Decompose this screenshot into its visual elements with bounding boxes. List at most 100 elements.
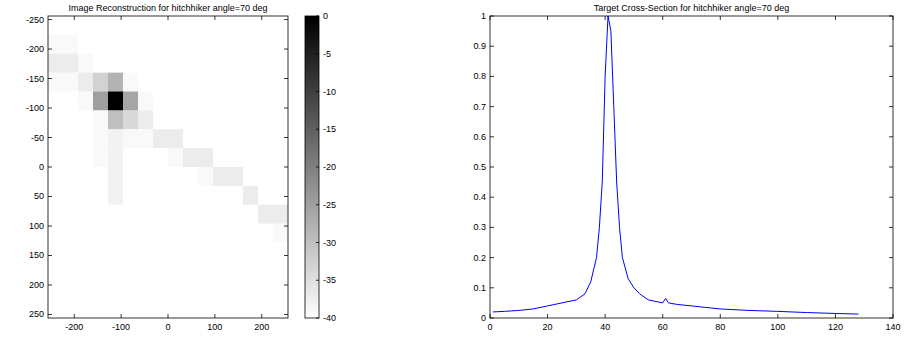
heat-cell xyxy=(243,261,258,280)
y-tick xyxy=(284,196,288,197)
y-tick xyxy=(490,287,494,288)
x-tick-label: 60 xyxy=(658,322,668,332)
heat-cell xyxy=(108,243,123,262)
y-tick-label: 200 xyxy=(29,280,44,290)
y-tick xyxy=(284,255,288,256)
heat-cell xyxy=(273,148,288,167)
line-series xyxy=(493,16,859,314)
heat-cell xyxy=(183,148,198,167)
heat-cell xyxy=(108,129,123,148)
heat-cell xyxy=(168,16,183,35)
heat-cell xyxy=(153,186,168,205)
x-tick xyxy=(121,16,122,20)
heat-cell xyxy=(153,299,168,318)
heat-cell xyxy=(168,73,183,92)
y-tick xyxy=(490,76,494,77)
heat-cell xyxy=(168,299,183,318)
x-tick xyxy=(777,314,778,318)
y-tick xyxy=(284,225,288,226)
colorbar-tick xyxy=(316,91,319,92)
heat-cell xyxy=(108,54,123,73)
heat-cell xyxy=(93,35,108,54)
colorbar-tick-label: -5 xyxy=(323,49,331,59)
heat-cell xyxy=(108,148,123,167)
y-tick xyxy=(889,106,893,107)
heat-cell xyxy=(258,35,273,54)
heat-cell xyxy=(273,243,288,262)
heat-cell xyxy=(183,35,198,54)
heat-cell xyxy=(138,224,153,243)
heat-cell xyxy=(198,73,213,92)
heat-cell xyxy=(78,92,93,111)
heat-cell xyxy=(78,54,93,73)
y-tick xyxy=(48,255,52,256)
y-tick xyxy=(48,284,52,285)
x-tick xyxy=(214,314,215,318)
heat-cell xyxy=(213,186,228,205)
colorbar-tick xyxy=(316,53,319,54)
heat-cell xyxy=(48,129,63,148)
heat-cell xyxy=(168,35,183,54)
y-tick xyxy=(48,49,52,50)
heat-cell xyxy=(243,205,258,224)
heat-cell xyxy=(258,129,273,148)
y-tick xyxy=(48,225,52,226)
y-tick xyxy=(48,108,52,109)
heat-cell xyxy=(273,224,288,243)
heat-cell xyxy=(273,92,288,111)
heat-cell xyxy=(168,110,183,129)
heat-cell xyxy=(258,148,273,167)
heat-cell xyxy=(198,54,213,73)
heat-cell xyxy=(48,92,63,111)
heat-cell xyxy=(153,129,168,148)
heat-cell xyxy=(108,16,123,35)
heat-cell xyxy=(228,224,243,243)
heat-cell xyxy=(153,92,168,111)
heat-cell xyxy=(138,54,153,73)
heat-cell xyxy=(213,243,228,262)
heat-cell xyxy=(93,261,108,280)
heat-cell xyxy=(198,299,213,318)
heat-cell xyxy=(228,16,243,35)
heat-cell xyxy=(258,110,273,129)
heat-cell xyxy=(108,205,123,224)
heat-cell xyxy=(63,280,78,299)
heat-cell xyxy=(228,54,243,73)
heat-cell xyxy=(78,73,93,92)
x-tick-label: 0 xyxy=(165,322,170,332)
heat-cell xyxy=(168,129,183,148)
heat-cell xyxy=(273,261,288,280)
x-tick xyxy=(74,16,75,20)
heat-cell xyxy=(108,35,123,54)
heat-cell xyxy=(78,205,93,224)
colorbar-tick-label: -35 xyxy=(323,275,336,285)
y-tick-label: 0.3 xyxy=(473,222,486,232)
heat-cell xyxy=(228,73,243,92)
heat-cell xyxy=(63,148,78,167)
heat-cell xyxy=(63,186,78,205)
heat-cell xyxy=(138,110,153,129)
heat-cell xyxy=(213,110,228,129)
y-tick-label: 0.1 xyxy=(473,283,486,293)
colorbar-tick-label: -40 xyxy=(323,313,336,323)
heat-cell xyxy=(63,129,78,148)
heat-cell xyxy=(243,243,258,262)
x-tick xyxy=(720,16,721,20)
colorbar-tick xyxy=(316,318,319,319)
heat-cell xyxy=(243,129,258,148)
y-tick-label: 0 xyxy=(481,313,486,323)
y-tick-label: 0.2 xyxy=(473,253,486,263)
heat-cell xyxy=(273,167,288,186)
x-tick-label: 140 xyxy=(885,322,900,332)
heat-cell xyxy=(93,129,108,148)
heat-cell xyxy=(108,299,123,318)
heat-cell xyxy=(243,16,258,35)
heat-cell xyxy=(138,92,153,111)
colorbar-tick xyxy=(316,16,319,17)
heat-cell xyxy=(213,167,228,186)
heat-cell xyxy=(93,224,108,243)
heat-cell xyxy=(258,261,273,280)
heat-cell xyxy=(138,280,153,299)
heat-cell xyxy=(63,167,78,186)
heat-cell xyxy=(78,16,93,35)
